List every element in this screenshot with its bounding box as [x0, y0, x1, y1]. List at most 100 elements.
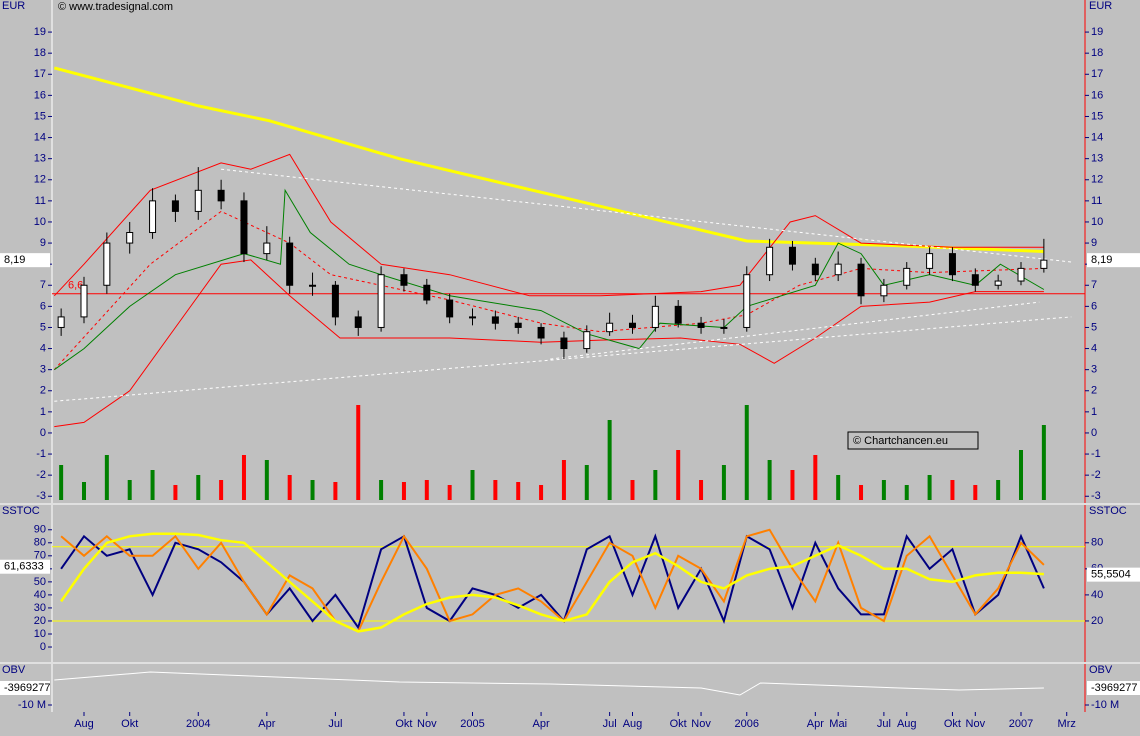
- x-tick-label: Apr: [533, 718, 550, 730]
- y-tick-label: 0: [1091, 427, 1097, 439]
- axis-label: OBV: [2, 664, 26, 676]
- y-tick-label: 3: [40, 364, 46, 376]
- x-tick-label: Nov: [417, 718, 437, 730]
- y-tick-label: -10 M: [18, 699, 46, 711]
- candle-body: [1040, 259, 1048, 269]
- candle-body: [697, 322, 705, 328]
- watermark-box: [847, 431, 979, 450]
- candle-body: [880, 284, 888, 297]
- candle-body: [469, 316, 477, 319]
- candle-body: [926, 253, 934, 269]
- y-tick-label: -3: [36, 490, 46, 502]
- candle-body: [583, 331, 591, 350]
- candle-body: [720, 326, 728, 329]
- y-tick-label: 10: [34, 628, 46, 640]
- y-tick-label: 2: [1091, 385, 1097, 397]
- volume-bar: [59, 465, 64, 500]
- candle-body: [309, 284, 317, 287]
- candle-body: [103, 242, 111, 286]
- volume-bar: [859, 485, 864, 500]
- axis-label: SSTOC: [2, 505, 40, 517]
- volume-bar: [813, 455, 818, 500]
- candle-body: [57, 316, 65, 328]
- y-tick-label: 13: [34, 153, 46, 165]
- x-tick-label: 2006: [735, 718, 759, 730]
- candle-body: [491, 316, 499, 324]
- y-tick-label: 4: [40, 342, 46, 354]
- candle-body: [514, 322, 522, 328]
- y-tick-label: 12: [34, 174, 46, 186]
- value-box-label: -3969277: [1091, 682, 1138, 694]
- y-tick-label: -10 M: [1091, 699, 1119, 711]
- y-tick-label: 30: [34, 602, 46, 614]
- y-tick-label: -2: [1091, 469, 1101, 481]
- volume-bar: [333, 482, 338, 500]
- volume-bar: [150, 470, 155, 500]
- x-tick-label: Jul: [603, 718, 617, 730]
- candle-body: [240, 200, 248, 255]
- y-tick-label: 9: [1091, 237, 1097, 249]
- y-tick-label: 16: [34, 89, 46, 101]
- series-line: [53, 153, 1044, 297]
- candle-body: [286, 242, 294, 286]
- volume-bar: [767, 460, 772, 500]
- series-line: [550, 301, 1040, 360]
- value-box: [1087, 253, 1140, 268]
- value-box: [0, 681, 50, 695]
- volume-bar: [401, 482, 406, 500]
- value-box-label: 8,19: [1091, 254, 1112, 266]
- y-tick-label: 7: [1091, 279, 1097, 291]
- series-line: [221, 168, 1072, 263]
- x-tick-label: Mai: [829, 718, 847, 730]
- volume-bar: [241, 455, 246, 500]
- axis-label: OBV: [1089, 664, 1113, 676]
- x-tick-label: 2007: [1009, 718, 1033, 730]
- volume-bar: [561, 460, 566, 500]
- volume-bar: [790, 470, 795, 500]
- volume-bar: [721, 465, 726, 500]
- candle-body: [80, 284, 88, 318]
- volume-bar: [973, 485, 978, 500]
- x-tick-label: Nov: [691, 718, 711, 730]
- series-line: [54, 316, 1072, 402]
- volume-bar: [881, 480, 886, 500]
- volume-bar: [1019, 450, 1024, 500]
- volume-bar: [447, 485, 452, 500]
- series-line: [60, 532, 1044, 633]
- y-tick-label: 7: [40, 279, 46, 291]
- volume-bar: [356, 405, 361, 500]
- y-tick-label: 20: [34, 615, 46, 627]
- value-box: [0, 253, 50, 268]
- x-tick-label: Jul: [328, 718, 342, 730]
- volume-bar: [744, 405, 749, 500]
- candle-body: [194, 189, 202, 212]
- candle-body: [994, 280, 1002, 286]
- value-box: [1087, 681, 1140, 695]
- candle-body: [766, 246, 774, 276]
- volume-bar: [836, 475, 841, 500]
- axis-label: SSTOC: [1089, 505, 1127, 517]
- x-tick-label: Apr: [807, 718, 824, 730]
- series-line: [54, 671, 1044, 696]
- value-box-label: 8,19: [4, 254, 25, 266]
- y-tick-label: 80: [34, 537, 46, 549]
- candle-body: [857, 263, 865, 297]
- volume-bar: [699, 480, 704, 500]
- series-line: [53, 66, 1044, 253]
- y-tick-label: 70: [34, 550, 46, 562]
- volume-bar: [287, 475, 292, 500]
- y-tick-label: 17: [34, 68, 46, 80]
- volume-bar: [81, 482, 86, 500]
- y-tick-label: 50: [34, 576, 46, 588]
- x-tick-label: Aug: [623, 718, 643, 730]
- candle-body: [446, 299, 454, 318]
- volume-bar: [630, 480, 635, 500]
- series-line: [60, 533, 1045, 630]
- volume-bar: [104, 455, 109, 500]
- volume-bar: [539, 485, 544, 500]
- y-tick-label: 16: [1091, 89, 1103, 101]
- y-tick-label: 9: [40, 237, 46, 249]
- series-line: [53, 210, 1044, 371]
- candle-body: [149, 200, 157, 234]
- candle-body: [423, 284, 431, 301]
